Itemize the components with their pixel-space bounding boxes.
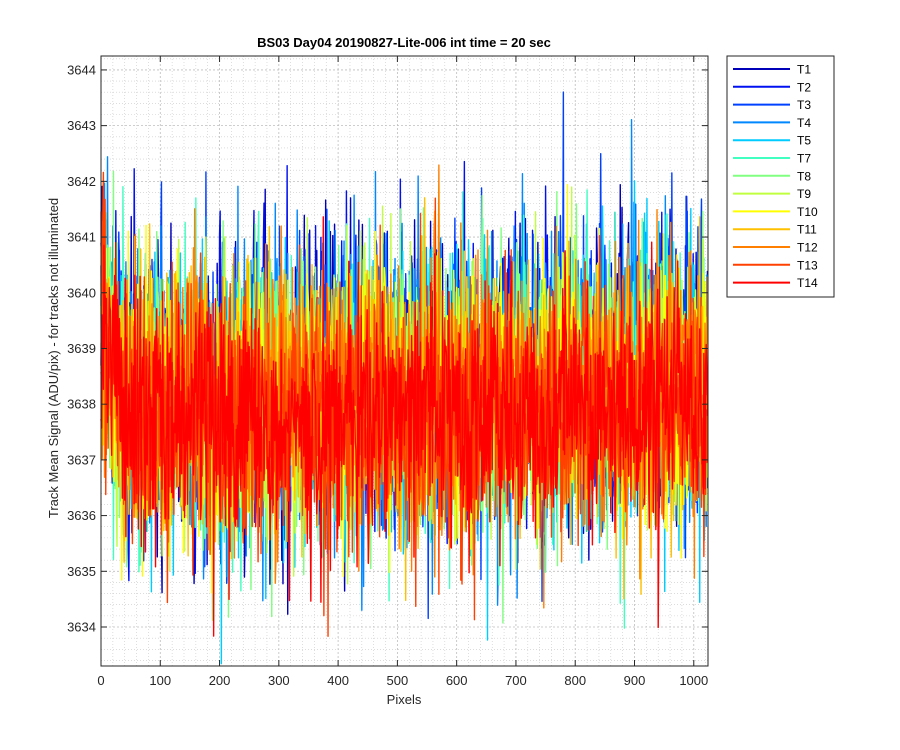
y-tick-label: 3640 <box>67 285 96 300</box>
x-axis-label: Pixels <box>387 692 422 707</box>
y-tick-label: 3634 <box>67 620 96 635</box>
y-axis-label: Track Mean Signal (ADU/pix) - for tracks… <box>46 198 61 518</box>
x-tick-label: 900 <box>624 673 646 688</box>
legend-label-T4: T4 <box>797 116 811 130</box>
legend-label-T14: T14 <box>797 276 818 290</box>
legend-label-T13: T13 <box>797 258 818 272</box>
y-tick-label: 3636 <box>67 508 96 523</box>
x-tick-label: 700 <box>505 673 527 688</box>
x-tick-labels: 0 100 200 300 400 500 600 700 800 900 1000 <box>97 673 708 688</box>
legend-label-T1: T1 <box>797 63 811 77</box>
legend-label-T2: T2 <box>797 80 811 94</box>
x-tick-label: 0 <box>97 673 104 688</box>
legend: T1 T2 T3 T4 T5 T7 T8 T9 T10 T11 T12 T13 T14 <box>726 55 835 298</box>
x-tick-label: 500 <box>387 673 409 688</box>
y-tick-label: 3637 <box>67 452 96 467</box>
x-tick-label: 600 <box>446 673 468 688</box>
x-tick-label: 1000 <box>679 673 708 688</box>
y-tick-label: 3643 <box>67 118 96 133</box>
legend-label-T9: T9 <box>797 187 811 201</box>
x-tick-label: 300 <box>268 673 290 688</box>
legend-label-T7: T7 <box>797 152 811 166</box>
legend-label-T11: T11 <box>797 223 817 237</box>
series-line-T14 <box>100 216 709 637</box>
y-tick-label: 3639 <box>67 341 96 356</box>
axes-frame <box>100 55 709 667</box>
series-layer <box>100 91 709 665</box>
x-tick-label: 800 <box>564 673 586 688</box>
legend-label-T12: T12 <box>797 241 818 255</box>
x-tick-label: 400 <box>327 673 349 688</box>
x-tick-label: 200 <box>209 673 231 688</box>
y-tick-label: 3644 <box>67 62 96 77</box>
legend-label-T3: T3 <box>797 98 811 112</box>
y-tick-labels: 3634 3635 3636 3637 3638 3639 3640 3641 3642 3643… <box>67 62 96 634</box>
chart-title: BS03 Day04 20190827-Lite-006 int time = … <box>257 35 551 50</box>
legend-label-T8: T8 <box>797 169 811 183</box>
plot-area <box>100 55 709 667</box>
y-tick-label: 3641 <box>67 230 96 245</box>
y-tick-label: 3635 <box>67 564 96 579</box>
axis-ticks <box>100 56 708 666</box>
legend-label-T10: T10 <box>797 205 818 219</box>
legend-label-T5: T5 <box>797 134 811 148</box>
legend-entries: T1 T2 T3 T4 T5 T7 T8 T9 T10 T11 T12 T13 T14 <box>733 63 818 290</box>
x-tick-label: 100 <box>149 673 171 688</box>
y-tick-label: 3642 <box>67 174 96 189</box>
y-tick-label: 3638 <box>67 397 96 412</box>
